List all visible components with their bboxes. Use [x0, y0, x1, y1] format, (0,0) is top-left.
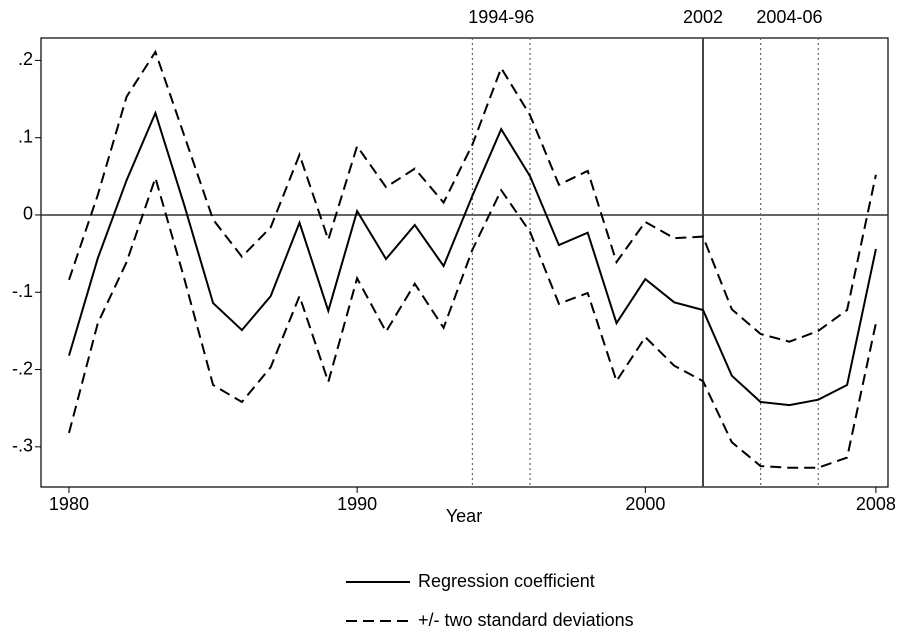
legend-label: Regression coefficient — [418, 571, 595, 591]
y-tick-label: -.2 — [12, 358, 33, 378]
x-tick-label: 1990 — [337, 494, 377, 514]
series-line — [68, 110, 877, 407]
y-tick-label: -.3 — [12, 436, 33, 456]
series-line — [68, 174, 877, 469]
reference-label: 2004-06 — [756, 7, 822, 27]
reference-label: 2002 — [683, 7, 723, 27]
reference-label: 1994-96 — [468, 7, 534, 27]
x-axis-label: Year — [446, 506, 482, 526]
plot-frame — [40, 37, 889, 488]
y-tick-label: .1 — [18, 126, 33, 146]
x-tick-label: 2000 — [625, 494, 665, 514]
x-tick-label: 2008 — [856, 494, 896, 514]
y-tick-label: -.1 — [12, 281, 33, 301]
series-line — [68, 49, 877, 343]
x-tick-label: 1980 — [49, 494, 89, 514]
y-tick-label: .2 — [18, 49, 33, 69]
legend-label: +/- two standard deviations — [418, 610, 634, 630]
y-tick-label: 0 — [23, 204, 33, 224]
